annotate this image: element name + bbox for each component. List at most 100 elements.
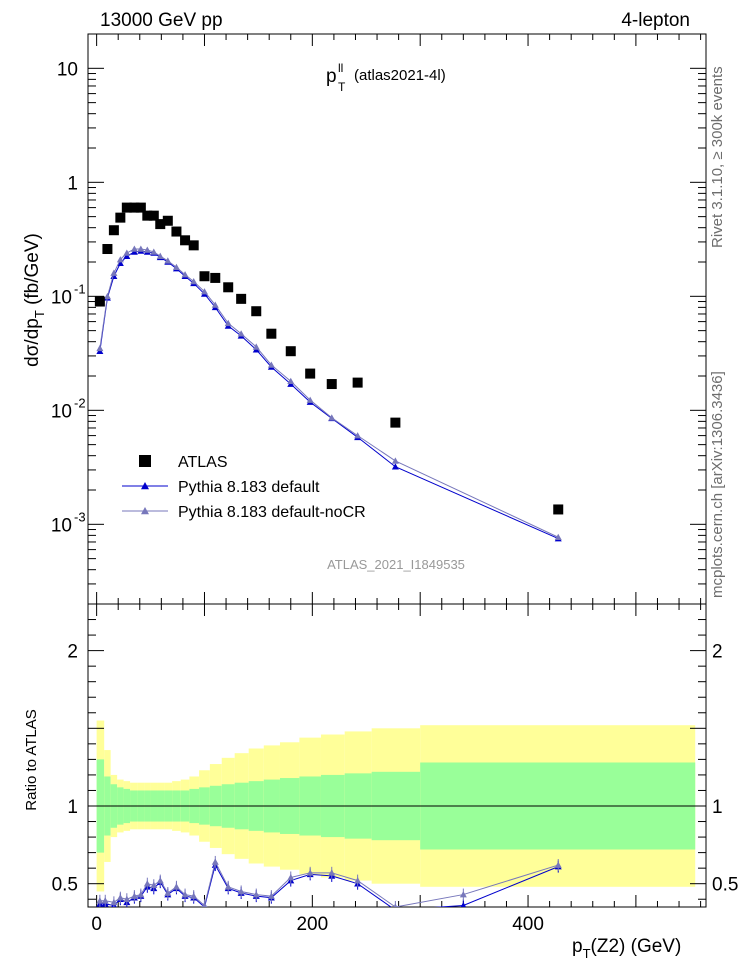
- series-line-nocr: [99, 248, 559, 538]
- series-point-nocr: [143, 246, 151, 253]
- plot-title-main: p: [326, 66, 337, 87]
- ratio-point-nocr: [96, 897, 104, 904]
- y-tick-label: 10: [51, 515, 72, 536]
- ratio-point-nocr: [164, 889, 172, 896]
- y-tick-label: 10: [57, 59, 78, 80]
- x-tick-label: 400: [512, 914, 544, 935]
- legend-marker-triangle: [141, 507, 149, 515]
- ratio-tick-label-left: 1: [67, 797, 78, 818]
- series-point-nocr: [287, 377, 295, 385]
- series-point-nocr: [103, 292, 111, 300]
- ratio-point-nocr: [211, 858, 219, 865]
- ratio-point-nocr: [181, 891, 189, 898]
- atlas-data-point: [285, 346, 296, 357]
- ratio-point-default: [395, 906, 396, 907]
- series-point-nocr: [150, 248, 158, 255]
- legend-label: Pythia 8.183 default-noCR: [178, 504, 366, 521]
- atlas-data-point: [210, 272, 221, 283]
- atlas-data-point: [148, 210, 159, 221]
- ratio-point-nocr: [116, 894, 124, 901]
- ratio-point-nocr: [150, 881, 158, 889]
- ratio-tick-label-right: 2: [712, 642, 723, 663]
- plot-title-sub: T: [338, 80, 346, 94]
- series-point-nocr: [306, 396, 314, 403]
- ratio-point-nocr: [172, 883, 180, 890]
- atlas-data-point: [171, 226, 182, 237]
- atlas-data-point: [326, 379, 337, 390]
- rivet-version-label: Rivet 3.1.10, ≥ 300k events: [709, 66, 726, 248]
- series-point-nocr: [181, 271, 189, 278]
- series-point-nocr: [137, 245, 145, 252]
- ratio-point-nocr: [101, 897, 109, 904]
- y-tick-label: 10: [51, 401, 72, 422]
- atlas-data-point: [135, 202, 146, 213]
- atlas-data-point: [162, 215, 173, 226]
- series-point-nocr: [200, 288, 208, 295]
- ratio-point-nocr: [267, 892, 275, 899]
- series-point-nocr: [211, 301, 219, 308]
- ratio-point-nocr: [306, 869, 314, 876]
- ratio-tick-label-right: 0.5: [712, 875, 738, 896]
- plot-title-rest: (atlas2021-4l): [354, 67, 446, 84]
- atlas-data-point: [266, 328, 277, 339]
- ratio-point-nocr: [224, 883, 232, 890]
- ratio-point-nocr: [554, 861, 562, 868]
- svg-text:pT(Z2) (GeV): pT(Z2) (GeV): [572, 936, 681, 961]
- atlas-data-point: [236, 293, 247, 304]
- x-tick-label: 200: [296, 914, 328, 935]
- ratio-point-nocr: [287, 873, 295, 881]
- ratio-point-nocr: [459, 891, 467, 898]
- y-tick-exponent: -3: [74, 509, 86, 524]
- series-point-nocr: [252, 343, 260, 350]
- atlas-data-point: [251, 306, 262, 317]
- ratio-point-default: [460, 901, 467, 907]
- xlabel: pT(Z2) (GeV): [572, 936, 681, 961]
- analysis-watermark: ATLAS_2021_I1849535: [327, 557, 465, 572]
- y-tick-label: 1: [67, 173, 78, 194]
- y-tick-exponent: -2: [74, 395, 86, 410]
- atlas-data-point: [199, 271, 210, 282]
- svg-text:dσ/dpT (fb/GeV): dσ/dpT (fb/GeV): [22, 233, 47, 367]
- atlas-data-point: [102, 244, 113, 255]
- ratio-point-nocr: [110, 898, 118, 906]
- y-tick-exponent: -1: [74, 281, 86, 296]
- ratio-point-nocr: [123, 895, 131, 903]
- y-tick-label: 10: [51, 287, 72, 308]
- ratio-point-nocr: [156, 877, 164, 884]
- ratio-point-nocr: [190, 892, 198, 899]
- series-line-default: [99, 250, 559, 540]
- series-point-nocr: [237, 330, 245, 337]
- legend-marker-triangle: [141, 482, 149, 490]
- atlas-data-point: [553, 504, 564, 515]
- ratio-point-nocr: [143, 880, 151, 887]
- series-point-nocr: [190, 277, 198, 285]
- ratio-tick-label-right: 1: [712, 797, 723, 818]
- series-point-nocr: [164, 257, 172, 264]
- ratio-point-nocr: [354, 877, 362, 884]
- series-point-nocr: [116, 256, 124, 263]
- atlas-data-point: [223, 282, 234, 293]
- plot-title-sup: ll: [338, 61, 343, 75]
- atlas-data-point: [390, 417, 401, 428]
- ratio-panel-series: [96, 855, 562, 907]
- series-point-nocr: [328, 414, 336, 421]
- legend-label: ATLAS: [178, 454, 228, 471]
- ratio-point-nocr: [130, 892, 138, 899]
- series-point-nocr: [554, 533, 562, 541]
- series-point-default: [110, 272, 118, 280]
- series-point-nocr: [391, 457, 399, 464]
- atlas-data-point: [129, 202, 140, 213]
- series-point-nocr: [156, 252, 164, 259]
- mcplots-label: mcplots.cern.ch [arXiv:1306.3436]: [709, 371, 726, 598]
- ratio-tick-label-left: 0.5: [52, 875, 78, 896]
- series-point-default: [391, 463, 399, 470]
- atlas-data-point: [155, 219, 166, 230]
- series-point-nocr: [123, 249, 131, 256]
- series-point-nocr: [130, 245, 138, 252]
- ratio-uncertainty-bands: [88, 720, 706, 892]
- ratio-point-nocr: [137, 891, 145, 898]
- atlas-data-point: [352, 377, 363, 388]
- legend-label: Pythia 8.183 default: [178, 479, 320, 496]
- atlas-data-point: [142, 210, 153, 221]
- ratio-tick-label-left: 2: [67, 642, 78, 663]
